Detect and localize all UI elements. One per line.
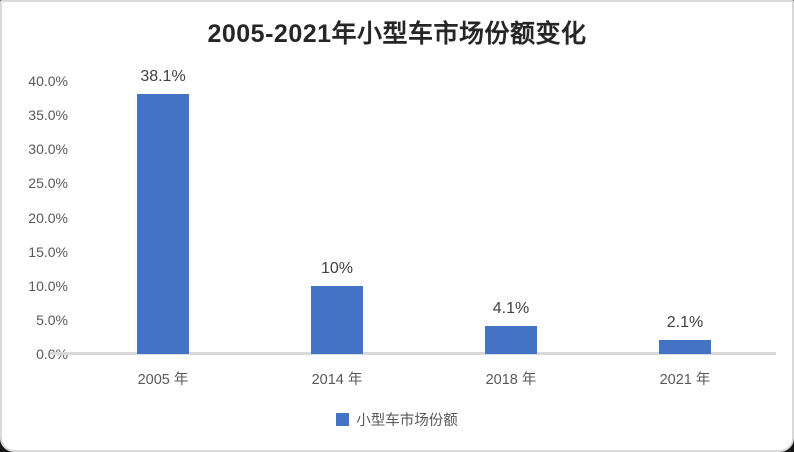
- bar-value-label: 2.1%: [666, 313, 704, 331]
- legend-label: 小型车市场份额: [356, 413, 458, 429]
- bar-2005年: [137, 93, 189, 354]
- chart-title: 2005-2021年小型车市场份额变化: [207, 20, 587, 48]
- bar-2014年: [311, 285, 363, 354]
- y-tick-label: 35.0%: [28, 107, 68, 124]
- y-tick-label: 5.0%: [36, 311, 68, 328]
- y-tick-label: 10.0%: [28, 277, 68, 294]
- y-tick-label: 25.0%: [28, 175, 68, 192]
- y-tick-label: 40.0%: [28, 73, 68, 89]
- x-axis-line: [50, 352, 776, 355]
- x-axis-label: 2014 年: [311, 372, 363, 388]
- x-axis-label: 2021 年: [659, 372, 711, 388]
- bar-value-label: 38.1%: [140, 67, 186, 85]
- bar-value-label: 4.1%: [492, 300, 530, 318]
- bar-2018年: [485, 326, 537, 354]
- x-axis-label: 2018 年: [485, 372, 537, 388]
- y-tick-label: 20.0%: [28, 209, 68, 226]
- y-tick-label: 15.0%: [28, 243, 68, 260]
- legend-swatch-icon: [336, 413, 350, 426]
- bar-2021年: [659, 339, 711, 354]
- x-axis-label: 2005 年: [137, 372, 189, 388]
- legend: 小型车市场份额: [2, 409, 792, 430]
- bar-value-label: 10%: [320, 259, 354, 277]
- y-tick-label: 30.0%: [28, 141, 68, 158]
